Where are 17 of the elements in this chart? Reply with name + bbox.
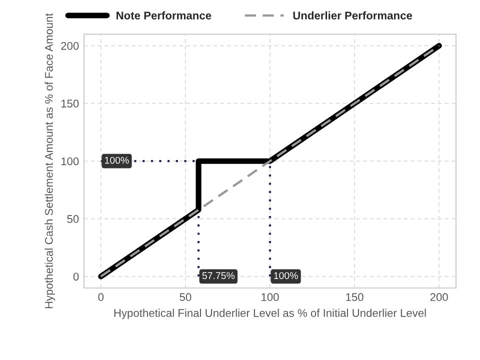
- x-tick-label: 50: [180, 293, 192, 302]
- y-axis-title: Hypothetical Cash Settlement Amount as % of Face Amount: [44, 13, 56, 308]
- y-tick-label: 150: [61, 100, 79, 108]
- ref-line-label: 100%: [274, 272, 298, 280]
- y-tick-label: 0: [73, 272, 79, 281]
- legend-label: Underlier Performance: [293, 11, 412, 20]
- x-tick-label: 200: [430, 293, 448, 302]
- x-axis-title: Hypothetical Final Underlier Level as % of Initial Underlier Level: [114, 308, 426, 320]
- x-tick-label: 100: [262, 293, 279, 302]
- ref-line-label: 100%: [105, 156, 129, 164]
- y-tick-label: 100: [61, 157, 79, 166]
- legend-label: Note Performance: [116, 11, 212, 20]
- ref-line-label: 57.75%: [202, 272, 235, 280]
- x-tick-label: 0: [98, 293, 104, 302]
- y-tick-label: 50: [67, 215, 79, 223]
- y-tick-label: 200: [61, 42, 79, 50]
- x-tick-label: 150: [346, 293, 364, 302]
